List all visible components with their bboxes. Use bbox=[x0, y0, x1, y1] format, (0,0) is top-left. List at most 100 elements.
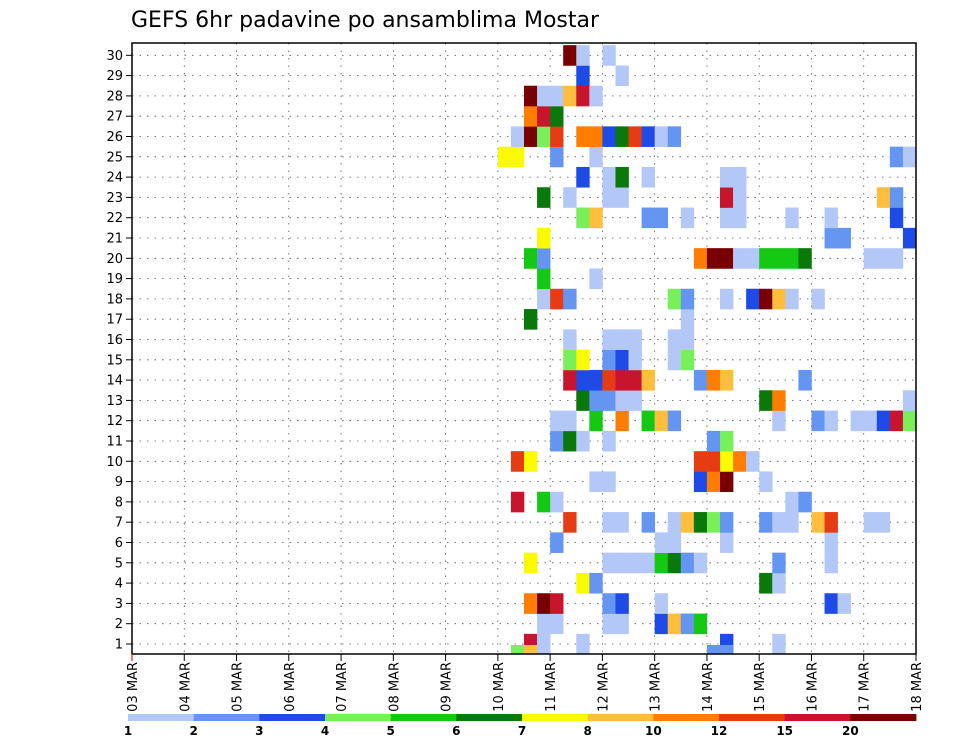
precip-cell bbox=[680, 512, 695, 533]
precip-cell bbox=[589, 207, 603, 229]
precip-cell bbox=[589, 410, 603, 432]
precip-cell bbox=[641, 369, 655, 391]
precip-cell bbox=[615, 126, 629, 147]
precip-cell bbox=[759, 512, 773, 533]
precip-cell bbox=[589, 146, 603, 168]
precip-cell bbox=[524, 451, 538, 472]
precip-cell bbox=[589, 390, 603, 411]
precip-cell bbox=[733, 187, 747, 208]
precip-cell bbox=[811, 288, 825, 310]
precip-cell bbox=[537, 633, 551, 655]
precip-cell bbox=[576, 349, 590, 371]
precip-cell bbox=[550, 126, 564, 147]
precip-cell bbox=[706, 512, 721, 533]
x-tick-label: 14 MAR bbox=[701, 662, 716, 712]
precip-cell bbox=[602, 430, 616, 452]
precip-cell bbox=[563, 187, 577, 208]
y-tick-label: 24 bbox=[106, 171, 123, 186]
precip-cell bbox=[720, 248, 734, 269]
precip-cell bbox=[863, 512, 878, 533]
x-tick-label: 18 MAR bbox=[910, 662, 925, 712]
precip-cell bbox=[602, 45, 616, 66]
precip-cell bbox=[576, 430, 590, 452]
precip-cell bbox=[537, 248, 551, 269]
precip-cell bbox=[576, 166, 590, 188]
precip-cell bbox=[720, 369, 734, 391]
y-tick-label: 27 bbox=[106, 110, 123, 125]
colorbar-label: 20 bbox=[842, 724, 859, 738]
precip-cell bbox=[824, 410, 838, 432]
precip-cell bbox=[602, 126, 616, 147]
precip-cell bbox=[537, 126, 551, 147]
precip-cell bbox=[654, 613, 669, 635]
colorbar-segment bbox=[456, 714, 523, 721]
precip-cell bbox=[576, 126, 590, 147]
y-tick-label: 16 bbox=[106, 333, 123, 348]
colorbar-label: 4 bbox=[321, 724, 329, 738]
precip-cell bbox=[902, 390, 917, 411]
precip-cell bbox=[772, 512, 786, 533]
x-tick-label: 04 MAR bbox=[178, 662, 193, 712]
precip-cell bbox=[720, 451, 734, 472]
precip-cell bbox=[876, 187, 891, 208]
precip-cell bbox=[667, 329, 682, 350]
y-tick-label: 5 bbox=[115, 556, 123, 571]
precip-cell bbox=[667, 552, 682, 574]
precip-cell bbox=[524, 126, 538, 147]
precip-cell bbox=[602, 349, 616, 371]
y-tick-label: 3 bbox=[115, 597, 123, 612]
precip-cell bbox=[693, 451, 708, 472]
y-tick-label: 6 bbox=[115, 536, 123, 551]
plot-frame bbox=[131, 42, 917, 655]
colorbar-segment bbox=[784, 714, 851, 721]
precip-cell bbox=[615, 390, 629, 411]
precip-cell bbox=[602, 390, 616, 411]
colorbar-label: 6 bbox=[452, 724, 460, 738]
x-tick-label: 07 MAR bbox=[335, 662, 350, 712]
precip-cell bbox=[576, 65, 590, 87]
precip-cell bbox=[628, 349, 642, 371]
precip-cell bbox=[837, 227, 851, 249]
y-tick-label: 14 bbox=[106, 374, 123, 389]
precip-cell bbox=[628, 329, 642, 350]
precip-cell bbox=[798, 491, 812, 513]
y-tick-label: 8 bbox=[115, 495, 123, 510]
precip-cell bbox=[824, 532, 838, 553]
precip-cell bbox=[680, 288, 695, 310]
precip-cell bbox=[680, 207, 695, 229]
precip-cell bbox=[589, 126, 603, 147]
precip-cell bbox=[785, 491, 799, 513]
precip-cell bbox=[654, 410, 669, 432]
precip-cell bbox=[641, 410, 655, 432]
precip-cell bbox=[680, 349, 695, 371]
precip-cell bbox=[785, 288, 799, 310]
precip-cell bbox=[628, 552, 642, 574]
precip-cells bbox=[497, 45, 917, 655]
precip-cell bbox=[550, 288, 564, 310]
precip-cell bbox=[680, 552, 695, 574]
precip-cell bbox=[720, 532, 734, 553]
precip-cell bbox=[576, 45, 590, 66]
precip-cell bbox=[667, 532, 682, 553]
precip-cell bbox=[667, 410, 682, 432]
precip-cell bbox=[563, 349, 577, 371]
precip-cell bbox=[667, 613, 682, 635]
precip-cell bbox=[615, 329, 629, 350]
precip-cell bbox=[693, 248, 708, 269]
colorbar-label: 1 bbox=[124, 724, 132, 738]
precip-cell bbox=[641, 166, 655, 188]
precip-cell bbox=[824, 207, 838, 229]
precip-cell bbox=[798, 248, 812, 269]
colorbar-label: 8 bbox=[583, 724, 591, 738]
precip-cell bbox=[902, 227, 917, 249]
precip-cell bbox=[720, 471, 734, 493]
precip-cell bbox=[524, 248, 538, 269]
precip-cell bbox=[720, 430, 734, 452]
precip-cell bbox=[550, 593, 564, 614]
precip-cell bbox=[602, 552, 616, 574]
precip-cell bbox=[876, 512, 891, 533]
precip-cell bbox=[497, 146, 512, 168]
precip-cell bbox=[733, 451, 747, 472]
precip-cell bbox=[628, 390, 642, 411]
precip-cell bbox=[824, 512, 838, 533]
